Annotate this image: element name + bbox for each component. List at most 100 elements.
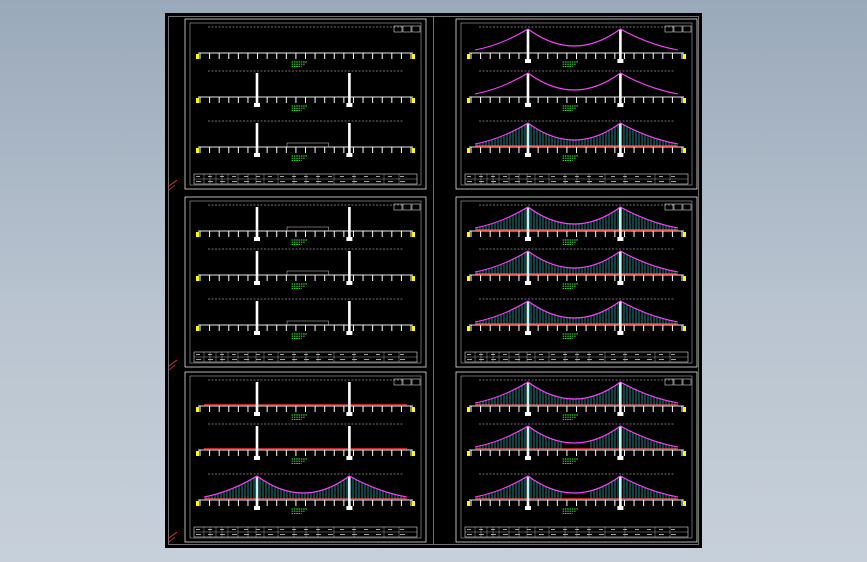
tower-footing xyxy=(524,456,531,460)
stage-1 xyxy=(467,70,686,111)
stage-2 xyxy=(467,120,686,161)
sheet-frame xyxy=(455,371,698,543)
tower-right xyxy=(619,207,622,239)
tower-footing xyxy=(253,412,260,416)
main-cable xyxy=(474,381,679,404)
abutment-left xyxy=(467,54,470,59)
tower-footing xyxy=(253,456,260,460)
sheet-inner-frame xyxy=(189,22,422,186)
abutment-left xyxy=(467,407,470,412)
title-block xyxy=(193,351,418,363)
cad-drawing-canvas xyxy=(165,13,702,548)
tower-footing xyxy=(346,456,353,460)
tower-right xyxy=(348,426,351,458)
tower-footing xyxy=(617,153,624,157)
sheet-tag-box xyxy=(664,203,674,211)
stage-0 xyxy=(467,26,686,67)
tower-left xyxy=(255,73,259,105)
margin-tick2-2 xyxy=(168,536,176,543)
tower-left xyxy=(255,251,259,283)
sheet-tag-box xyxy=(411,203,421,211)
temp-platform xyxy=(286,226,329,232)
main-cable xyxy=(474,425,679,448)
title-block xyxy=(464,351,689,363)
tower-right xyxy=(348,73,351,105)
abutment-left xyxy=(196,326,199,331)
abutment-right xyxy=(412,451,415,456)
tower-footing xyxy=(524,59,531,63)
tower-footing xyxy=(346,237,353,241)
sheet-R3 xyxy=(455,371,698,543)
sheet-inner-frame xyxy=(460,200,693,364)
tower-right xyxy=(619,251,622,283)
tower-footing xyxy=(524,237,531,241)
sheet-frame xyxy=(455,196,698,368)
main-cable xyxy=(474,28,679,51)
abutment-right xyxy=(683,54,686,59)
tower-footing xyxy=(346,331,353,335)
abutment-right xyxy=(683,98,686,103)
tower-left xyxy=(255,123,259,155)
abutment-right xyxy=(412,148,415,153)
sheet-R1 xyxy=(455,18,698,190)
tower-right xyxy=(619,73,622,105)
tower-footing xyxy=(253,237,260,241)
abutment-left xyxy=(467,276,470,281)
tower-footing xyxy=(346,506,353,510)
tower-right xyxy=(619,29,622,61)
abutment-left xyxy=(196,232,199,237)
margin-tick-2 xyxy=(168,531,178,539)
tower-right xyxy=(348,251,351,283)
stage-2 xyxy=(196,298,415,339)
main-cable xyxy=(474,72,679,95)
abutment-left xyxy=(196,54,199,59)
tower-footing xyxy=(617,412,624,416)
tower-footing xyxy=(253,281,260,285)
tower-right xyxy=(348,476,351,508)
tower-footing xyxy=(617,331,624,335)
sheet-tag-box xyxy=(673,378,683,386)
temp-platform xyxy=(286,320,329,326)
sheet-frame xyxy=(184,196,427,368)
abutment-right xyxy=(412,326,415,331)
tower-right xyxy=(348,382,351,414)
tower-footing xyxy=(346,103,353,107)
margin-tick-1 xyxy=(168,359,178,367)
main-cable xyxy=(203,475,408,498)
abutment-right xyxy=(412,232,415,237)
stage-0 xyxy=(467,204,686,245)
title-block xyxy=(193,526,418,538)
abutment-right xyxy=(683,276,686,281)
tower-right xyxy=(348,123,351,155)
tower-footing xyxy=(524,331,531,335)
tower-footing xyxy=(346,153,353,157)
sheet-tag-box xyxy=(664,378,674,386)
sheet-tag-box xyxy=(402,378,412,386)
title-block xyxy=(464,173,689,185)
sheet-tag-box xyxy=(411,25,421,33)
stage-1 xyxy=(196,248,415,289)
stage-0 xyxy=(196,204,415,245)
abutment-right xyxy=(683,232,686,237)
abutment-left xyxy=(467,232,470,237)
tower-footing xyxy=(346,412,353,416)
sheet-tag-box xyxy=(664,25,674,33)
sheet-R2 xyxy=(455,196,698,368)
tower-right xyxy=(619,476,622,508)
abutment-right xyxy=(412,98,415,103)
abutment-left xyxy=(196,501,199,506)
abutment-left xyxy=(467,98,470,103)
tower-footing xyxy=(617,506,624,510)
sheet-tag-box xyxy=(682,203,692,211)
main-cable xyxy=(474,250,679,273)
tower-footing xyxy=(617,103,624,107)
tower-footing xyxy=(524,281,531,285)
margin-tick2-0 xyxy=(168,184,176,191)
temp-platform xyxy=(286,142,329,148)
stage-1 xyxy=(467,248,686,289)
tower-right xyxy=(619,301,622,333)
tower-footing xyxy=(617,281,624,285)
tower-left xyxy=(526,73,530,105)
sheet-tag-box xyxy=(673,25,683,33)
abutment-right xyxy=(412,407,415,412)
